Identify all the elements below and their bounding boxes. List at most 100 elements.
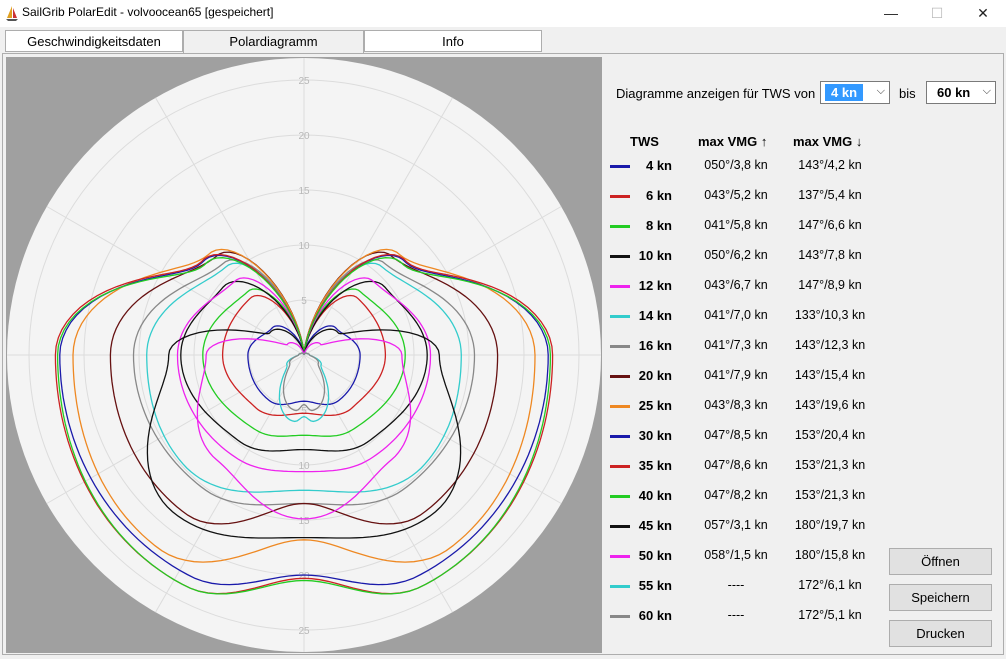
series-color-swatch (610, 465, 630, 468)
series-color-swatch (610, 225, 630, 228)
vmg-up-cell: 041°/7,3 kn (704, 338, 768, 352)
tws-cell: 35 kn (638, 458, 672, 473)
table-row: 60 kn ---- 172°/5,1 kn (608, 601, 878, 631)
table-row: 12 kn 043°/6,7 kn 147°/8,9 kn (608, 271, 878, 301)
tab-info[interactable]: Info (364, 30, 542, 52)
polar-series-line (54, 253, 554, 595)
close-button[interactable]: ✕ (977, 5, 989, 21)
series-color-swatch (610, 555, 630, 558)
vmg-up-cell: 047°/8,2 kn (704, 488, 768, 502)
vmg-down-cell: 180°/15,8 kn (794, 548, 866, 562)
vmg-up-cell: ---- (727, 578, 745, 592)
vmg-up-cell: 050°/6,2 kn (704, 248, 768, 262)
tab-polardiagramm[interactable]: Polardiagramm (183, 30, 364, 54)
tws-from-select[interactable]: 4 kn ⌵ (820, 81, 890, 104)
tick-label: 20 (298, 571, 310, 582)
tws-cell: 45 kn (638, 518, 672, 533)
chevron-down-icon: ⌵ (876, 85, 885, 97)
tws-cell: 60 kn (638, 608, 672, 623)
table-row: 50 kn 058°/1,5 kn 180°/15,8 kn (608, 541, 878, 571)
vmg-up-cell: 041°/7,9 kn (704, 368, 768, 382)
vmg-down-cell: 172°/6,1 kn (798, 578, 862, 592)
tws-cell: 50 kn (638, 548, 672, 563)
vmg-up-cell: 047°/8,5 kn (704, 428, 768, 442)
grid-spoke (303, 97, 453, 356)
vmg-up-cell: 043°/5,2 kn (704, 188, 768, 202)
polar-series-line (146, 328, 462, 539)
table-row: 10 kn 050°/6,2 kn 143°/7,8 kn (608, 241, 878, 271)
table-row: 35 kn 047°/8,6 kn 153°/21,3 kn (608, 451, 878, 481)
series-color-swatch (610, 585, 630, 588)
vmg-up-cell: 050°/3,8 kn (704, 158, 768, 172)
grid-spoke (46, 206, 305, 356)
tick-label: 5 (301, 406, 307, 417)
table-row: 45 kn 057°/3,1 kn 180°/19,7 kn (608, 511, 878, 541)
series-color-swatch (610, 285, 630, 288)
vmg-up-cell: 058°/1,5 kn (704, 548, 768, 562)
vmg-up-cell: 043°/6,7 kn (704, 278, 768, 292)
tick-label: 5 (301, 296, 307, 307)
vmg-up-cell: 057°/3,1 kn (704, 518, 768, 532)
tws-cell: 20 kn (638, 368, 672, 383)
vmg-up-cell: ---- (727, 608, 745, 622)
tab-geschwindigkeitsdaten[interactable]: Geschwindigkeitsdaten (5, 30, 183, 52)
polar-diagram: 5 5 10 10 15 15 20 20 25 25 (7, 58, 601, 652)
vmg-down-cell: 143°/12,3 kn (794, 338, 866, 352)
table-row: 20 kn 041°/7,9 kn 143°/15,4 kn (608, 361, 878, 391)
tws-cell: 25 kn (638, 398, 672, 413)
polar-series-line (56, 257, 552, 595)
vmg-down-cell: 143°/19,6 kn (794, 398, 866, 412)
tick-label: 10 (298, 241, 310, 252)
grid-spoke (46, 354, 305, 504)
tick-label: 25 (298, 76, 310, 87)
polar-series-line (59, 254, 549, 586)
window-title: SailGrib PolarEdit - volvoocean65 [gespe… (22, 5, 274, 19)
tws-cell: 16 kn (638, 338, 672, 353)
tws-from-value: 4 kn (825, 84, 864, 101)
tick-label: 25 (298, 626, 310, 637)
tws-cell: 10 kn (638, 248, 672, 263)
series-color-swatch (610, 345, 630, 348)
vmg-up-cell: 041°/5,8 kn (704, 218, 768, 232)
vmg-down-cell: 147°/6,6 kn (798, 218, 862, 232)
polar-series-line (196, 338, 412, 520)
vmg-up-cell: 043°/8,3 kn (704, 398, 768, 412)
polar-series-line (176, 277, 432, 473)
tws-cell: 55 kn (638, 578, 672, 593)
series-color-swatch (610, 165, 630, 168)
header-tws: TWS (630, 134, 659, 149)
series-color-swatch (610, 315, 630, 318)
tick-label: 15 (298, 186, 310, 197)
tws-to-select[interactable]: 60 kn ⌵ (926, 81, 996, 104)
vmg-up-cell: 041°/7,0 kn (704, 308, 768, 322)
tick-label: 10 (298, 461, 310, 472)
tws-filter-label: Diagramme anzeigen für TWS von (616, 86, 816, 101)
print-button[interactable]: Drucken (889, 620, 992, 647)
tick-label: 15 (298, 516, 310, 527)
header-max-vmg-down: max VMG ↓ (793, 134, 863, 149)
vmg-down-cell: 153°/20,4 kn (794, 428, 866, 442)
tws-to-label: bis (899, 86, 916, 101)
series-color-swatch (610, 255, 630, 258)
series-color-swatch (610, 195, 630, 198)
vmg-down-cell: 180°/19,7 kn (794, 518, 866, 532)
tws-cell: 14 kn (638, 308, 672, 323)
title-bar: SailGrib PolarEdit - volvoocean65 [gespe… (0, 0, 1006, 27)
table-row: 30 kn 047°/8,5 kn 153°/20,4 kn (608, 421, 878, 451)
open-button[interactable]: Öffnen (889, 548, 992, 575)
tws-cell: 30 kn (638, 428, 672, 443)
table-row: 4 kn 050°/3,8 kn 143°/4,2 kn (608, 151, 878, 181)
vmg-up-cell: 047°/8,6 kn (704, 458, 768, 472)
tws-cell: 12 kn (638, 278, 672, 293)
table-row: 55 kn ---- 172°/6,1 kn (608, 571, 878, 601)
sailboat-app-icon (6, 6, 18, 21)
vmg-down-cell: 143°/15,4 kn (794, 368, 866, 382)
maximize-button[interactable]: ☐ (930, 5, 944, 21)
vmg-down-cell: 153°/21,3 kn (794, 488, 866, 502)
tws-to-value: 60 kn (937, 85, 971, 100)
minimize-button[interactable]: — (884, 5, 898, 21)
save-button[interactable]: Speichern (889, 584, 992, 611)
series-color-swatch (610, 435, 630, 438)
header-max-vmg-up: max VMG ↑ (698, 134, 768, 149)
chevron-down-icon: ⌵ (982, 85, 991, 97)
